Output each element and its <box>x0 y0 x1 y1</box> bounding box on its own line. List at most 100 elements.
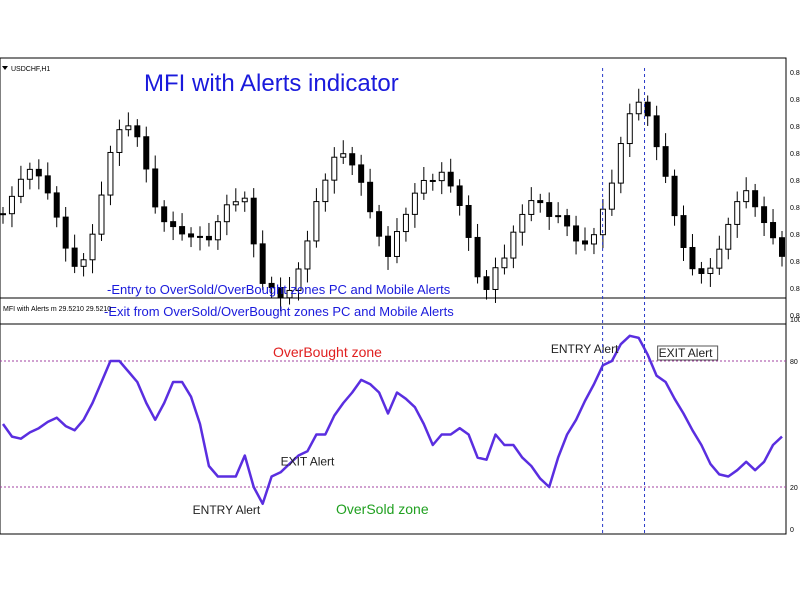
mfi-tick-label: 20 <box>790 485 798 492</box>
candle-body <box>456 185 463 206</box>
alert-annotation: ENTRY Alert <box>193 503 261 517</box>
candle-body <box>393 231 400 257</box>
candle-body <box>179 226 186 235</box>
mfi-annotations: ENTRY Alert EXIT Alert ENTRY Alert EXIT Ale… <box>193 342 719 517</box>
candle-body <box>698 268 705 274</box>
candle-body <box>492 267 499 290</box>
candle-body <box>608 182 615 210</box>
mfi-levels <box>0 360 786 488</box>
alert-box <box>657 345 719 361</box>
candle-body <box>438 171 445 182</box>
candle-body <box>734 201 741 225</box>
candle-body <box>322 179 329 203</box>
mfi-axis: 0 20 80 100 <box>790 317 800 534</box>
alert-vertical-lines <box>602 68 646 534</box>
price-axis: 0.8 0.8 0.8 0.8 0.8 0.8 0.8 0.8 0.8 0.8 <box>790 70 800 320</box>
candle-body <box>376 211 383 237</box>
candle-body <box>385 235 392 257</box>
candle-body <box>465 204 472 238</box>
indicator-label: MFI with Alerts m 29.5210 29.5210 <box>3 306 111 313</box>
price-panel-frame <box>0 57 787 325</box>
candle-body <box>743 190 750 203</box>
candle-body <box>304 240 311 270</box>
candle-body <box>170 221 177 228</box>
price-candles <box>0 88 785 312</box>
candle-body <box>134 125 141 138</box>
candle-body <box>98 194 105 235</box>
candle-body <box>564 215 571 227</box>
note-exit: -Exit from OverSold/OverBought zones PC … <box>104 304 454 319</box>
candle-body <box>662 146 669 177</box>
chart-title: MFI with Alerts indicator <box>144 70 399 97</box>
candle-body <box>188 233 195 238</box>
candle-body <box>770 222 777 239</box>
candle-body <box>313 201 320 242</box>
candle-body <box>143 136 150 170</box>
candle-body <box>277 287 284 299</box>
candle-body <box>680 215 687 248</box>
symbol-label: USDCHF,H1 <box>11 66 50 73</box>
price-tick-label: 0.8 <box>790 124 800 131</box>
alert-annotation: EXIT Alert <box>659 346 713 360</box>
mfi-tick-label: 0 <box>790 527 794 534</box>
candle-body <box>268 282 275 289</box>
candle-body <box>447 171 454 187</box>
candle-body <box>232 201 239 206</box>
candle-body <box>214 221 221 241</box>
candle-body <box>161 206 168 223</box>
price-tick-label: 0.8 <box>790 97 800 104</box>
candle-body <box>44 175 51 194</box>
candle-body <box>250 197 257 245</box>
candle-body <box>358 164 365 183</box>
candle-body <box>474 236 481 278</box>
mfi-series-line <box>1 334 783 506</box>
candle-body <box>107 151 114 196</box>
indicator-panel-frame <box>0 297 787 535</box>
candle-body <box>779 237 785 257</box>
candle-body <box>349 153 356 166</box>
candle-body <box>125 125 132 131</box>
candle-body <box>761 206 768 224</box>
candle-body <box>528 200 535 215</box>
candle-body <box>429 179 436 182</box>
candle-body <box>8 195 15 215</box>
candle-body <box>80 259 87 267</box>
candle-body <box>582 240 589 245</box>
alert-annotation: ENTRY Alert <box>551 342 619 356</box>
candle-body <box>152 168 159 208</box>
candle-body <box>599 208 606 236</box>
candle-body <box>295 268 302 291</box>
candle-body <box>71 247 78 267</box>
candle-body <box>241 197 248 203</box>
alert-annotation: EXIT Alert <box>281 454 335 468</box>
candle-body <box>26 168 33 180</box>
price-tick-label: 0.8 <box>790 232 800 239</box>
candle-body <box>519 213 526 233</box>
candle-body <box>340 153 347 158</box>
candle-body <box>420 179 427 194</box>
candle-body <box>331 156 338 181</box>
candle-body <box>223 204 230 223</box>
price-tick-label: 0.8 <box>790 70 800 77</box>
dropdown-triangle-icon[interactable] <box>2 66 8 70</box>
candle-body <box>17 178 24 197</box>
candle-body <box>367 181 374 213</box>
price-tick-label: 0.8 <box>790 286 800 293</box>
candle-body <box>0 213 6 216</box>
note-entry: -Entry to OverSold/OverBought zones PC a… <box>107 282 451 297</box>
candle-body <box>411 192 418 215</box>
candle-body <box>537 200 544 204</box>
candle-body <box>62 216 69 249</box>
candle-body <box>644 101 651 117</box>
candle-body <box>35 168 42 177</box>
candle-body <box>752 190 759 208</box>
mfi-tick-label: 80 <box>790 359 798 366</box>
candle-body <box>635 101 642 115</box>
mfi-tick-label: 100 <box>790 317 800 324</box>
candle-body <box>89 233 96 261</box>
candle-body <box>653 115 660 148</box>
price-tick-label: 0.8 <box>790 313 800 320</box>
candle-body <box>689 246 696 270</box>
overbought-zone-label: OverBought zone <box>273 344 382 360</box>
